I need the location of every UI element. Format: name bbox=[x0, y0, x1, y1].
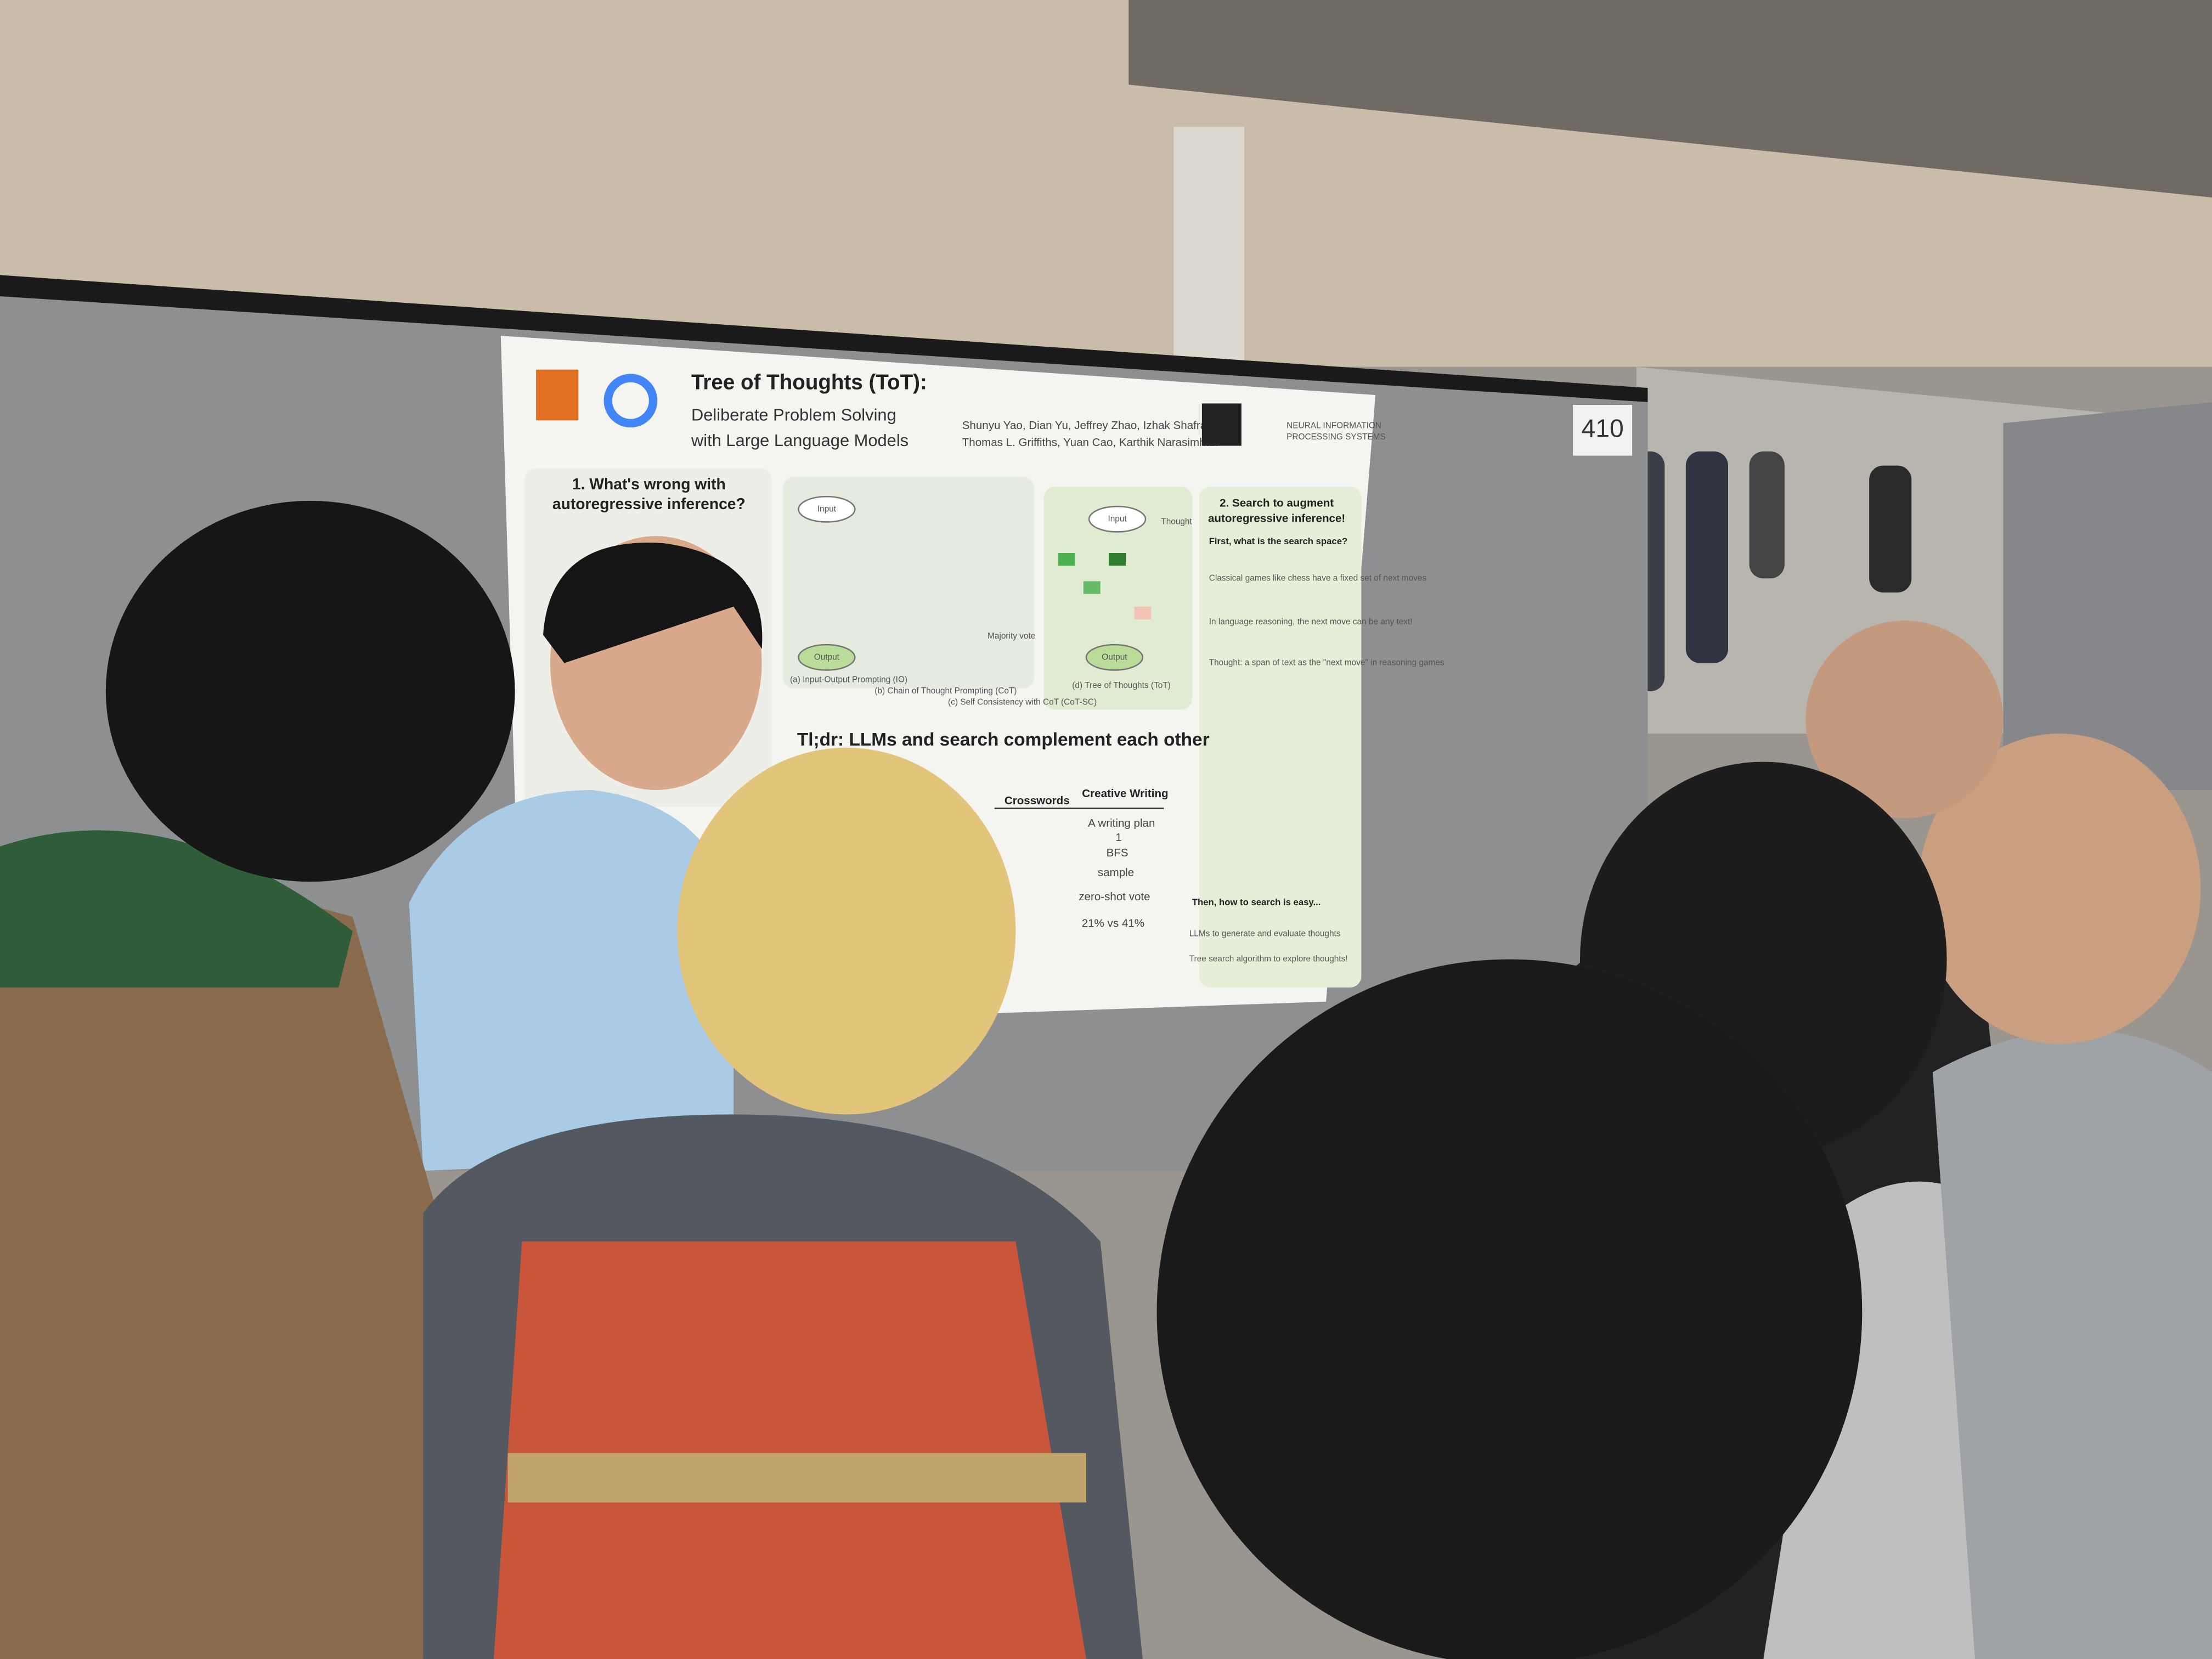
question: First, what is the search space? bbox=[1209, 536, 1348, 546]
bullet: LLMs to generate and evaluate thoughts bbox=[1189, 929, 1341, 938]
person-head bbox=[1918, 733, 2201, 1044]
table-cell: zero-shot vote bbox=[1079, 890, 1150, 903]
distant-person bbox=[1685, 451, 1728, 663]
bullet: Classical games like chess have a fixed … bbox=[1209, 573, 1427, 583]
poster-subtitle: with Large Language Models bbox=[691, 431, 909, 450]
backpack-strap bbox=[507, 1453, 1086, 1503]
qr-code bbox=[1201, 403, 1242, 446]
google-logo bbox=[603, 374, 658, 428]
authors: Shunyu Yao, Dian Yu, Jeffrey Zhao, Izhak… bbox=[962, 419, 1216, 432]
section-heading: autoregressive inference? bbox=[552, 495, 746, 512]
caption: (c) Self Consistency with CoT (CoT-SC) bbox=[948, 698, 1097, 707]
caption: (b) Chain of Thought Prompting (CoT) bbox=[874, 686, 1017, 696]
node bbox=[798, 495, 856, 523]
table-header: Creative Writing bbox=[1082, 787, 1168, 800]
node-label: Output bbox=[814, 652, 840, 662]
tldr: Tl;dr: LLMs and search complement each o… bbox=[797, 730, 1210, 750]
thought-box bbox=[1134, 606, 1152, 619]
node bbox=[798, 644, 856, 671]
green-hood bbox=[0, 830, 353, 988]
authors: Thomas L. Griffiths, Yuan Cao, Karthik N… bbox=[962, 436, 1218, 449]
thought-box bbox=[1083, 581, 1101, 594]
section-heading: 1. What's wrong with bbox=[572, 475, 726, 493]
ceiling-truss bbox=[1128, 0, 2212, 198]
node-label: Output bbox=[1102, 652, 1127, 662]
legend-label: Thought bbox=[1161, 517, 1192, 527]
node bbox=[1088, 505, 1147, 533]
question: Then, how to search is easy... bbox=[1192, 897, 1321, 907]
annotation: Majority vote bbox=[988, 631, 1035, 641]
poster-subtitle: Deliberate Problem Solving bbox=[691, 405, 896, 425]
red-backpack bbox=[494, 1241, 1086, 1659]
section-panel bbox=[1199, 487, 1362, 988]
diagram-panel bbox=[783, 477, 1034, 689]
right-board bbox=[2003, 402, 2212, 790]
table-cell: BFS bbox=[1107, 847, 1128, 859]
presenter-shirt bbox=[409, 790, 734, 1171]
table-header: Crosswords bbox=[1005, 794, 1070, 807]
grey-hoodie bbox=[1932, 1030, 2212, 1659]
presenter-hair bbox=[543, 543, 763, 663]
distant-person bbox=[1749, 451, 1785, 579]
board-number: 410 bbox=[1582, 414, 1624, 443]
venue: PROCESSING SYSTEMS bbox=[1286, 432, 1386, 442]
person-hair bbox=[105, 500, 515, 882]
table-cell: A writing plan bbox=[1088, 817, 1155, 830]
princeton-logo bbox=[536, 369, 579, 421]
section-heading: autoregressive inference! bbox=[1208, 512, 1345, 525]
caption: (a) Input-Output Prompting (IO) bbox=[790, 675, 907, 685]
node bbox=[1085, 644, 1144, 671]
pillar bbox=[1173, 127, 1244, 367]
bullet: In language reasoning, the next move can… bbox=[1209, 617, 1413, 627]
caption: (d) Tree of Thoughts (ToT) bbox=[1072, 681, 1171, 690]
board-frame bbox=[0, 275, 1648, 402]
blond-hair bbox=[677, 747, 1016, 1115]
bullet: Tree search algorithm to explore thought… bbox=[1189, 955, 1348, 964]
foreground-head bbox=[1156, 959, 1863, 1659]
board-number-card bbox=[1573, 405, 1633, 456]
thought-box bbox=[1058, 553, 1075, 566]
bullet: Thought: a span of text as the "next mov… bbox=[1209, 658, 1444, 668]
venue: NEURAL INFORMATION bbox=[1286, 421, 1381, 431]
poster-title: Tree of Thoughts (ToT): bbox=[691, 371, 927, 394]
table-cell: 21% vs 41% bbox=[1082, 917, 1144, 930]
diagram-panel bbox=[1043, 487, 1192, 710]
table-cell: 1 bbox=[1115, 831, 1121, 844]
table-cell: sample bbox=[1098, 866, 1134, 879]
node-label: Input bbox=[817, 504, 837, 514]
thought-box bbox=[1109, 553, 1126, 566]
section-heading: 2. Search to augment bbox=[1220, 496, 1334, 509]
node-label: Input bbox=[1108, 514, 1127, 523]
person-head bbox=[1805, 620, 2004, 819]
person-jacket bbox=[0, 889, 438, 1659]
distant-person bbox=[1869, 465, 1912, 592]
